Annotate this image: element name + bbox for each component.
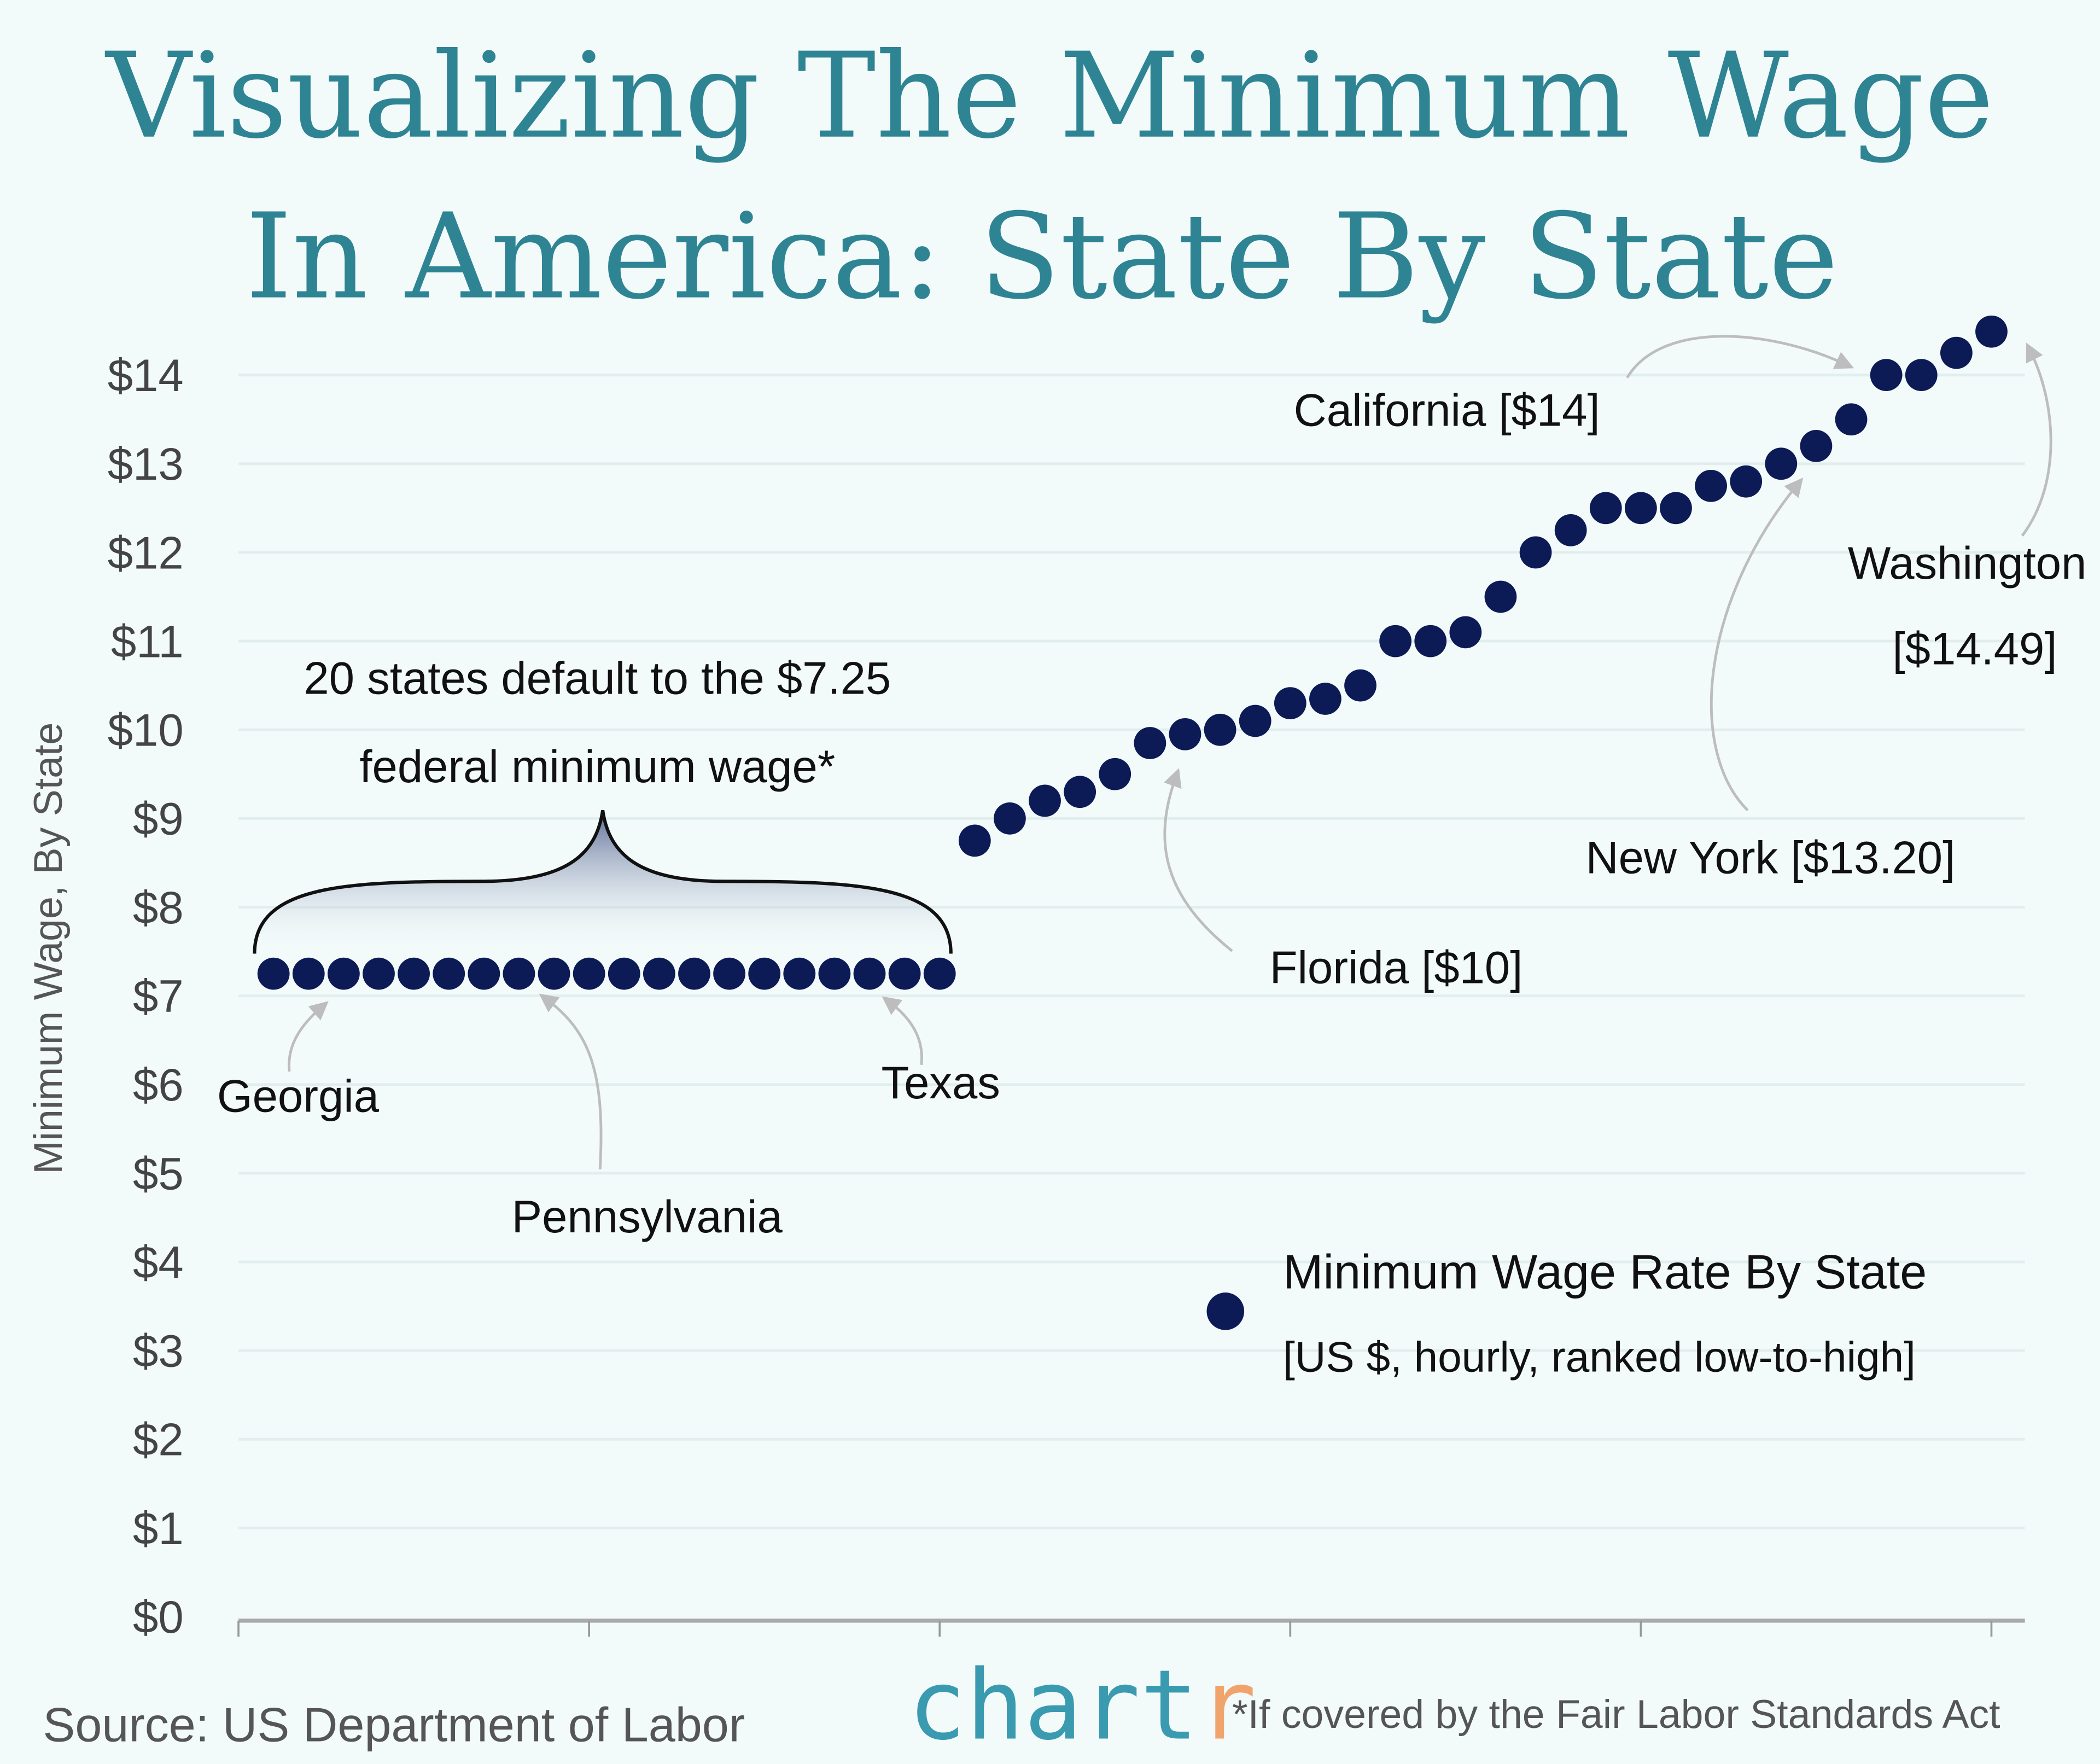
data-point xyxy=(257,957,290,990)
florida-label: Florida [$10] xyxy=(1270,942,1523,993)
data-point xyxy=(363,957,395,990)
data-point xyxy=(1589,492,1622,525)
pennsylvania-label: Pennsylvania xyxy=(512,1191,783,1242)
washington-label-line-2: [$14.49] xyxy=(1893,624,2057,674)
data-point xyxy=(1064,776,1096,808)
data-point xyxy=(888,957,921,990)
data-point xyxy=(1309,683,1341,715)
new-york-arrow xyxy=(1710,478,1804,812)
data-point xyxy=(1344,669,1376,702)
data-point xyxy=(1379,625,1412,657)
data-point xyxy=(958,824,991,857)
data-point xyxy=(748,957,781,990)
data-point xyxy=(1239,705,1271,737)
data-point xyxy=(1695,469,1727,502)
y-tick-label: $1 xyxy=(133,1503,184,1554)
federal-annotation-line-2: federal minimum wage* xyxy=(359,741,835,792)
x-axis xyxy=(237,1619,2025,1637)
title-line-2: In America: State By State xyxy=(246,188,1839,325)
data-point xyxy=(1169,718,1201,750)
data-point xyxy=(1274,687,1306,719)
data-point xyxy=(1940,336,1973,369)
legend-dot xyxy=(1206,1293,1245,1330)
data-point xyxy=(292,957,325,990)
data-point xyxy=(573,957,605,990)
data-point xyxy=(818,957,851,990)
data-point xyxy=(853,957,886,990)
y-tick-label: $9 xyxy=(133,794,184,845)
data-point xyxy=(1870,359,1903,392)
y-tick-label: $13 xyxy=(108,439,184,490)
washington-label-line-1: Washington xyxy=(1848,538,2087,589)
y-tick-label: $8 xyxy=(133,882,184,933)
data-point xyxy=(327,957,360,990)
data-point xyxy=(433,957,465,990)
florida-arrow xyxy=(1163,768,1233,952)
y-tick-label: $12 xyxy=(108,527,184,578)
data-point xyxy=(643,957,675,990)
data-point xyxy=(538,957,570,990)
data-point xyxy=(1625,492,1657,525)
y-tick-label: $7 xyxy=(133,971,184,1022)
title-line-1: Visualizing The Minimum Wage xyxy=(104,27,1994,165)
y-tick-label: $3 xyxy=(133,1326,184,1377)
data-point xyxy=(398,957,430,990)
data-point xyxy=(503,957,535,990)
y-tick-label: $0 xyxy=(133,1592,184,1643)
source-text: Source: US Department of Labor xyxy=(43,1697,745,1751)
data-point xyxy=(1975,315,2008,348)
footnote: *If covered by the Fair Labor Standards … xyxy=(1232,1691,2000,1737)
y-tick-label: $14 xyxy=(108,350,184,401)
data-point xyxy=(608,957,640,990)
y-tick-label: $10 xyxy=(108,705,184,756)
california-label: California [$14] xyxy=(1294,385,1600,436)
georgia-arrow xyxy=(288,1001,329,1072)
data-point xyxy=(1484,580,1517,613)
legend-subtitle: [US $, hourly, ranked low-to-high] xyxy=(1283,1333,1916,1381)
data-point xyxy=(1765,447,1798,480)
chartr-logo: chartr xyxy=(908,1649,1256,1761)
texas-label: Texas xyxy=(881,1057,1000,1108)
data-point xyxy=(1029,784,1061,817)
data-point xyxy=(713,957,745,990)
federal-brace xyxy=(254,810,951,954)
data-point xyxy=(1554,514,1587,546)
data-point xyxy=(1134,727,1166,759)
data-point xyxy=(1099,758,1131,790)
data-point xyxy=(1449,616,1482,649)
data-point xyxy=(783,957,816,990)
data-point xyxy=(1414,625,1447,657)
data-point xyxy=(678,957,710,990)
y-tick-labels: $0 $1 $2 $3 $4 $5 $6 $7 $8 $9 $10 $11 $12 $13 $14 xyxy=(108,350,184,1643)
data-points xyxy=(257,315,2008,990)
data-point xyxy=(1835,403,1868,436)
y-tick-label: $5 xyxy=(133,1148,184,1199)
data-point xyxy=(1730,465,1763,498)
y-tick-label: $11 xyxy=(111,616,184,667)
federal-brace-outline xyxy=(253,810,953,954)
texas-arrow xyxy=(882,996,923,1065)
pennsylvania-arrow xyxy=(539,993,603,1169)
georgia-label: Georgia xyxy=(217,1070,380,1121)
data-point xyxy=(923,957,956,990)
washington-arrow xyxy=(2021,342,2052,537)
california-arrow xyxy=(1626,335,1854,379)
y-tick-label: $4 xyxy=(133,1237,184,1288)
data-point xyxy=(468,957,500,990)
data-point xyxy=(1660,492,1692,525)
data-point xyxy=(1800,429,1833,462)
legend-title: Minimum Wage Rate By State xyxy=(1283,1245,1927,1299)
y-tick-label: $2 xyxy=(133,1414,184,1465)
y-axis-label: Minimum Wage, By State xyxy=(25,723,71,1174)
data-point xyxy=(1905,359,1938,392)
y-tick-label: $6 xyxy=(133,1059,184,1110)
new-york-label: New York [$13.20] xyxy=(1585,832,1955,883)
federal-annotation-line-1: 20 states default to the $7.25 xyxy=(304,653,891,703)
data-point xyxy=(1519,536,1552,569)
data-point xyxy=(1204,713,1236,746)
data-point xyxy=(994,802,1026,835)
